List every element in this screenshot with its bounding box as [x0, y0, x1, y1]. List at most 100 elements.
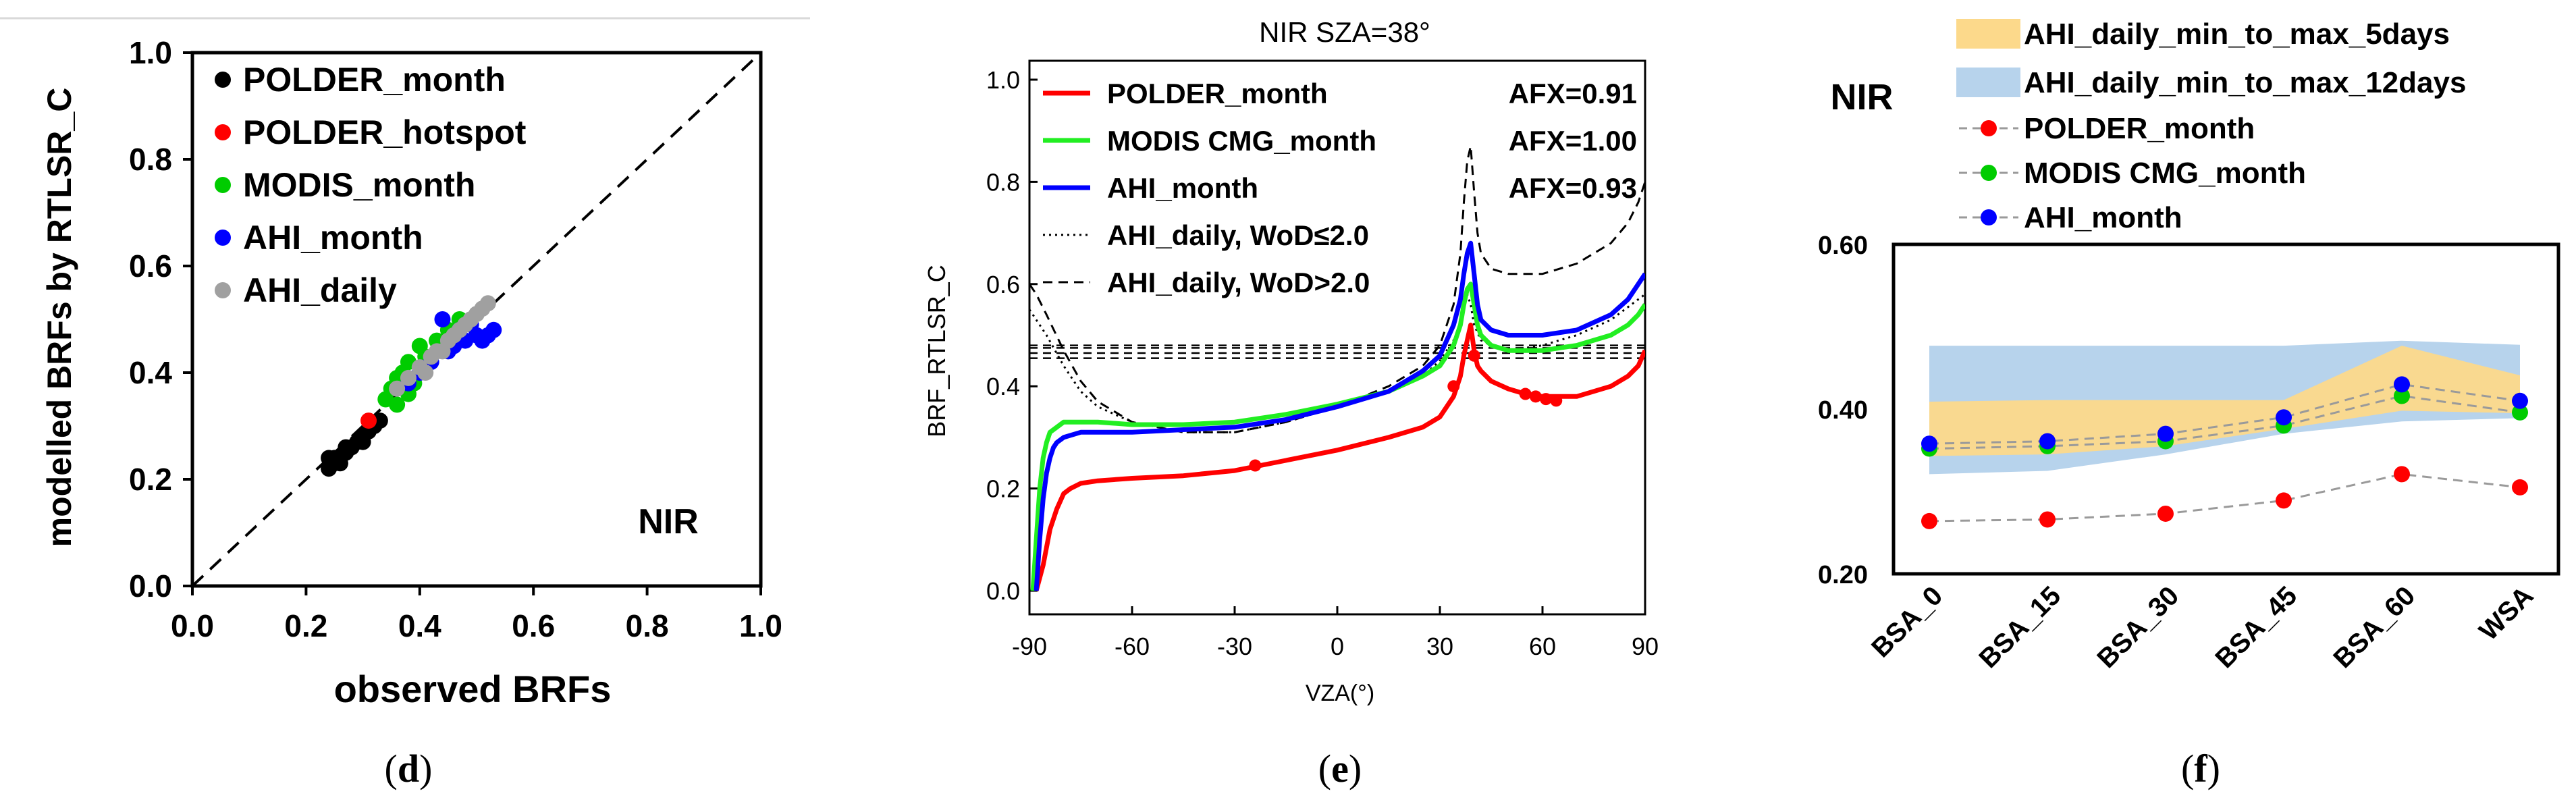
panel-f-annotation: NIR: [1831, 77, 1894, 117]
legend-label-polder-month: POLDER_month: [243, 61, 506, 99]
point-polder-month: [1921, 512, 1937, 529]
legend-label-ahi-month: AHI_month: [2024, 201, 2182, 234]
band-ahi-daily-min-to-max-5days: [1929, 346, 2520, 456]
panel-d-legend: POLDER_month POLDER_hotspot MODIS_month AHI…: [215, 61, 527, 309]
afx-value-polder-month: AFX=0.91: [1509, 78, 1637, 109]
point-polder-month: [2157, 505, 2174, 522]
panel-f-plot-frame: [1891, 242, 2560, 576]
point-polder-month: [2039, 511, 2056, 528]
panel-e-label: (e): [1318, 747, 1362, 791]
panel-d-y-axis-label: modelled BRFs by RTLSR_C: [41, 88, 78, 547]
legend-marker-ahi-month: [215, 230, 231, 246]
point-polder-month: [371, 412, 388, 429]
point-ahi-daily: [389, 380, 406, 397]
panel-d-y-tick-label: 1.0: [129, 35, 172, 70]
panel-f-y-tick-label: 0.60: [1818, 232, 1868, 260]
series-line-ahi-daily-wod-2-0: [1029, 293, 1645, 433]
point-ahi-month: [1921, 435, 1937, 452]
point-ahi-daily: [429, 343, 446, 360]
legend-label-modis-cmg-month: MODIS CMG_month: [2024, 157, 2306, 190]
panel-e-x-tick-label: 90: [1632, 633, 1659, 660]
panel-f-x-tick-label: WSA: [2473, 581, 2539, 646]
point-polder-hotspot: [360, 412, 377, 429]
legend-label-polder-hotspot: POLDER_hotspot: [243, 113, 527, 151]
legend-marker-modis-month: [215, 177, 231, 193]
panel-f-albedo: AHI_daily_min_to_max_5days AHI_daily_min_…: [1818, 18, 2560, 791]
point-ahi-month: [2394, 376, 2410, 393]
polder-observation-point: [1249, 459, 1262, 472]
panel-e-y-tick-label: 0.4: [986, 373, 1020, 400]
point-ahi-daily: [400, 369, 417, 386]
point-polder-month: [2512, 479, 2528, 496]
panel-e-line: NIR SZA=38° 0.0 0.2 0.4 0.6 0.8 1.0 -90 -60 -30…: [923, 16, 1659, 791]
panel-d-y-tick-label: 0.0: [129, 568, 172, 604]
panel-e-markers: [1249, 349, 1563, 472]
legend-label-ahi-daily: AHI_daily: [243, 271, 397, 309]
legend-label-polder-month: POLDER_month: [1107, 78, 1328, 109]
panel-d-y-tick-label: 0.2: [129, 462, 172, 497]
point-ahi-month: [2157, 425, 2174, 442]
panel-f-x-tick-label: BSA_30: [2091, 581, 2184, 674]
legend-marker-modis-cmg-month: [1981, 165, 1997, 181]
panel-f-y-tick-label: 0.20: [1818, 561, 1868, 589]
point-ahi-month: [2039, 433, 2056, 450]
point-ahi-daily: [417, 365, 434, 381]
panel-f-bands: [1929, 340, 2520, 475]
legend-label-ahi-daily-wod-2-0: AHI_daily, WoD≤2.0: [1107, 219, 1369, 251]
panel-d-x-tick-label: 1.0: [739, 608, 782, 643]
panel-f-legend: AHI_daily_min_to_max_5days AHI_daily_min_…: [1956, 18, 2466, 234]
point-polder-month: [331, 455, 348, 472]
panel-e-title: NIR SZA=38°: [1259, 16, 1430, 48]
point-polder-month: [354, 433, 371, 450]
series-line-polder-month: [1929, 473, 2521, 523]
panel-f-label: (f): [2181, 747, 2220, 791]
series-line-ahi-month: [1034, 240, 1645, 591]
panel-f-x-tick-label: BSA_15: [1973, 581, 2066, 674]
panel-d-scatter: 0.0 0.2 0.4 0.6 0.8 1.0 0.0 0.2 0.4 0.6 0.8 1.0 PO…: [41, 35, 782, 791]
legend-label-ahi-month: AHI_month: [1107, 172, 1258, 204]
panel-d-y-ticks: 0.0 0.2 0.4 0.6 0.8 1.0: [129, 35, 192, 604]
panel-f-x-tick-label: BSA_60: [2328, 581, 2421, 674]
legend-label-ahi-daily-min-to-max-5days: AHI_daily_min_to_max_5days: [2024, 18, 2450, 51]
panel-e-y-tick-label: 0.2: [986, 475, 1020, 503]
legend-label-ahi-daily-wod-2-0: AHI_daily, WoD>2.0: [1107, 267, 1370, 298]
legend-swatch-ahi-daily-min-to-max-12days: [1956, 68, 2020, 97]
legend-marker-polder-month: [1981, 120, 1997, 136]
point-polder-month: [2394, 466, 2410, 483]
legend-label-modis-cmg-month: MODIS CMG_month: [1107, 125, 1376, 157]
panel-e-y-tick-label: 0.8: [986, 168, 1020, 196]
afx-value-ahi-month: AFX=0.93: [1509, 172, 1637, 204]
legend-label-ahi-month: AHI_month: [243, 219, 423, 257]
panel-d-y-tick-label: 0.8: [129, 142, 172, 177]
point-polder-month: [338, 439, 354, 456]
series-line-ahi-month: [1929, 383, 2521, 445]
legend-marker-polder-month: [215, 72, 231, 88]
panel-e-x-ticks: -90 -60 -30 0 30 60 90: [1012, 606, 1659, 660]
legend-label-polder-month: POLDER_month: [2024, 112, 2255, 145]
panel-e-x-tick-label: 30: [1426, 633, 1453, 660]
polder-observation-point: [1540, 393, 1553, 406]
panel-f-y-tick-label: 0.40: [1818, 396, 1868, 425]
panel-e-y-tick-label: 0.0: [986, 577, 1020, 605]
panel-d-x-tick-label: 0.8: [626, 608, 669, 643]
point-ahi-month: [434, 311, 451, 327]
point-polder-month: [2276, 492, 2292, 509]
panel-f-x-ticks: BSA_0 BSA_15 BSA_30 BSA_45 BSA_60 WSA: [1866, 581, 2539, 674]
legend-swatch-ahi-daily-min-to-max-5days: [1956, 19, 2020, 49]
afx-value-modis-cmg-month: AFX=1.00: [1509, 125, 1637, 157]
panel-e-y-tick-label: 0.6: [986, 271, 1020, 298]
legend-marker-ahi-month: [1981, 209, 1997, 225]
panel-d-y-tick-label: 0.4: [129, 355, 172, 390]
panel-d-y-tick-label: 0.6: [129, 248, 172, 284]
point-ahi-month: [2276, 409, 2292, 426]
panel-e-y-ticks: 0.0 0.2 0.4 0.6 0.8 1.0: [986, 66, 1038, 605]
point-ahi-month: [485, 321, 502, 338]
panel-d-annotation: NIR: [638, 502, 699, 541]
panel-d-x-tick-label: 0.2: [284, 608, 327, 643]
panel-e-legend: POLDER_month AFX=0.91 MODIS CMG_month AFX=1…: [1043, 78, 1637, 298]
panel-d-x-axis-label: observed BRFs: [334, 668, 612, 710]
panel-e-y-tick-label: 1.0: [986, 66, 1020, 94]
point-ahi-month: [2512, 392, 2528, 409]
panel-f-x-tick-label: BSA_45: [2209, 581, 2303, 674]
